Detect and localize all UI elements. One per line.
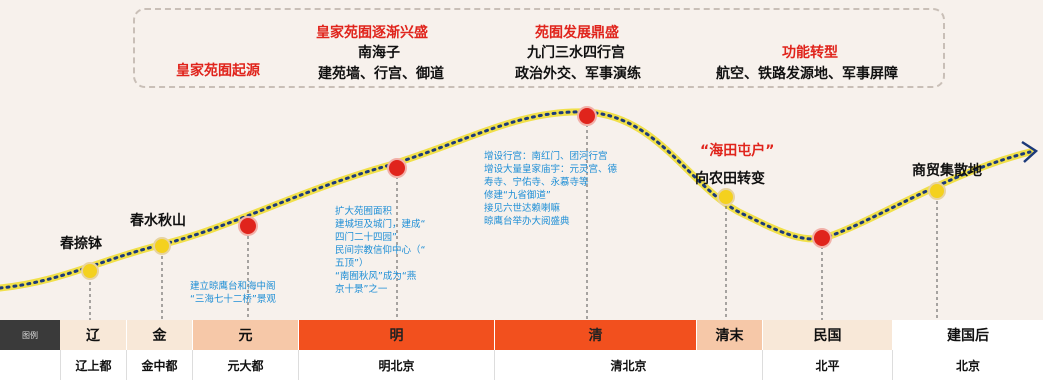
capital-liao: 辽上都 — [60, 350, 126, 380]
point-minguo — [812, 228, 832, 248]
note-ming: 扩大苑囿面积 建城垣及城门，建成“ 四门二十四园” 民间宗教信仰中心（“ 五顶”… — [335, 205, 425, 296]
period-ming: 明 — [298, 320, 494, 350]
note-yuan-2: “三海七十二桥”景观 — [190, 294, 276, 305]
point-chunshui — [153, 237, 171, 255]
period-liao: 辽 — [60, 320, 126, 350]
point-chunnabo — [81, 262, 99, 280]
header-rise: 皇家苑囿逐渐兴盛 — [316, 25, 428, 41]
point-ming — [387, 158, 407, 178]
note-ming-5: 五顶”） — [335, 258, 369, 269]
period-bar: 图例 辽 金 元 明 清 清末 民国 建国后 — [0, 320, 1043, 350]
note-qing-4: 修建“九省御道” — [484, 190, 551, 201]
note-qing-2: 增设大量皇家庙宇：元灵宫、德 — [484, 164, 618, 175]
header-transform: 功能转型 — [782, 45, 838, 61]
note-ming-3: 四门二十四园” — [335, 232, 397, 243]
capital-bar: 辽上都 金中都 元大都 明北京 清北京 北平 北京 — [0, 350, 1043, 380]
note-ming-7: 京十景”之一 — [335, 284, 388, 295]
period-jianguo: 建国后 — [892, 320, 1043, 350]
peak-line-1: 九门三水四行宫 — [527, 45, 625, 61]
period-jin: 金 — [126, 320, 192, 350]
capital-jin: 金中都 — [126, 350, 192, 380]
note-ming-2: 建城垣及城门，建成“ — [335, 219, 426, 230]
capital-qing: 清北京 — [494, 350, 762, 380]
leader-lines — [89, 118, 938, 320]
point-shangmao — [928, 182, 946, 200]
period-legend: 图例 — [0, 320, 60, 350]
transform-line-1: 航空、铁路发源地、军事屏障 — [716, 66, 898, 82]
milestone-chunnabo: 春捺钵 — [60, 236, 102, 252]
point-qing — [577, 106, 597, 126]
rise-line-1: 南海子 — [358, 45, 400, 61]
point-yuan — [238, 216, 258, 236]
capital-minguo: 北平 — [762, 350, 892, 380]
note-yuan-1: 建立晾鹰台和海中阁 — [190, 281, 276, 292]
period-qingmo: 清末 — [696, 320, 762, 350]
peak-line-2: 政治外交、军事演练 — [515, 66, 641, 82]
header-peak: 苑囿发展鼎盛 — [535, 25, 619, 41]
note-ming-1: 扩大苑囿面积 — [335, 206, 393, 217]
milestone-chunshui: 春水秋山 — [130, 213, 186, 229]
period-yuan: 元 — [192, 320, 298, 350]
capital-ming: 明北京 — [298, 350, 494, 380]
point-xiangnong — [717, 188, 735, 206]
note-qing-3: 寿寺、宁佑寺、永慕寺等 — [484, 177, 589, 188]
note-qing-6: 晾鹰台举办大阅盛典 — [484, 216, 570, 227]
note-ming-4: 民间宗教信仰中心（“ — [335, 245, 426, 256]
milestone-xiangnong: 向农田转变 — [695, 171, 765, 187]
header-origin: 皇家苑囿起源 — [176, 63, 260, 79]
period-minguo: 民国 — [762, 320, 892, 350]
rise-line-2: 建苑墙、行宫、御道 — [318, 66, 444, 82]
capital-yuan: 元大都 — [192, 350, 298, 380]
milestone-shangmao: 商贸集散地 — [912, 163, 982, 179]
arrow-head-icon — [1021, 140, 1039, 163]
milestone-haitian: “海田屯户” — [700, 143, 775, 159]
note-yuan: 建立晾鹰台和海中阁 “三海七十二桥”景观 — [190, 280, 276, 306]
note-qing-5: 接见六世达赖喇嘛 — [484, 203, 561, 214]
period-qing: 清 — [494, 320, 696, 350]
capital-jianguo: 北京 — [892, 350, 1043, 380]
note-qing: 增设行宫：南红门、团河行宫 增设大量皇家庙宇：元灵宫、德 寿寺、宁佑寺、永慕寺等… — [484, 150, 617, 228]
summary-box — [133, 8, 945, 88]
note-ming-6: “南囿秋风”成为“燕 — [335, 271, 417, 282]
note-qing-1: 增设行宫：南红门、团河行宫 — [484, 151, 608, 162]
